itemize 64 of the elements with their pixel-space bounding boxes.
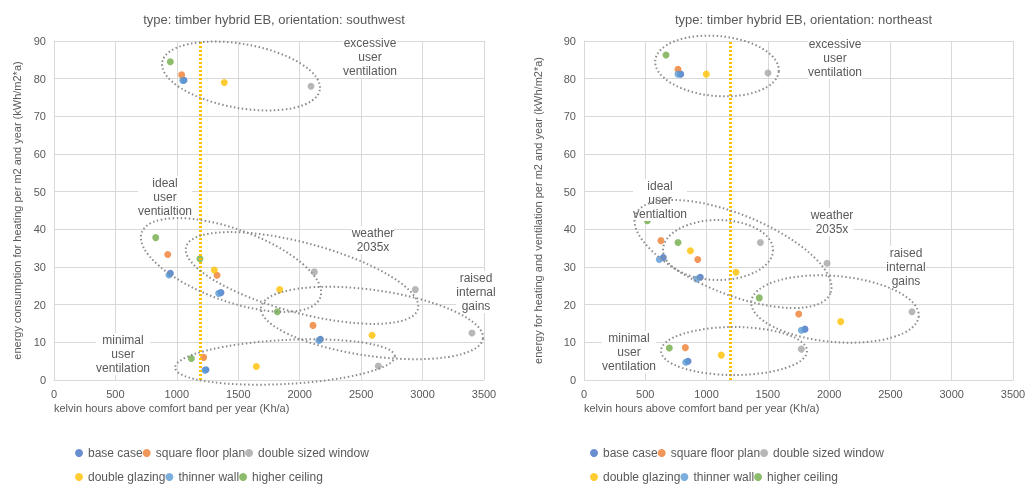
y-tick-label: 50: [563, 185, 576, 198]
y-axis-title: energy for heating and ventilation per m2 and year (kWh/m2*a): [531, 57, 544, 364]
y-tick-label: 40: [563, 223, 576, 236]
annotation: excessive user ventilation: [807, 37, 863, 79]
legend-label: higher ceiling: [252, 470, 323, 484]
y-tick-label: 80: [563, 72, 576, 85]
y-tick-label: 30: [33, 261, 46, 273]
x-tick-label: 500: [106, 387, 125, 400]
y-tick-label: 0: [569, 374, 576, 386]
y-tick-label: 70: [563, 110, 576, 123]
legend-label: thinner wall: [693, 470, 755, 484]
annotation: excessive user ventilation: [342, 36, 398, 78]
y-tick-label: 20: [33, 298, 46, 311]
legend-label: double glazing: [88, 470, 166, 484]
y-tick-label: 90: [33, 35, 46, 47]
x-tick-label: 2500: [878, 387, 903, 400]
x-tick-label: 3500: [1000, 387, 1026, 400]
y-tick-label: 10: [33, 336, 46, 349]
annotation: weather 2035x: [350, 226, 395, 254]
y-tick-label: 60: [33, 148, 46, 160]
x-tick-label: 3500: [471, 387, 497, 400]
y-tick-label: 80: [33, 72, 46, 85]
y-tick-label: 20: [563, 298, 576, 311]
y-tick-label: 90: [563, 35, 576, 47]
annotation: minimal user ventilation: [601, 331, 657, 373]
annotation: ideal user ventialtion: [137, 176, 193, 218]
x-tick-label: 0: [50, 387, 58, 400]
y-tick-label: 50: [33, 185, 46, 198]
y-axis-title: energy consumption for heating per m2 and year (kWh/m2*a): [11, 61, 24, 360]
annotation: raised internal gains: [886, 246, 926, 288]
legend-label: double glazing: [603, 470, 681, 484]
legend-label: base case: [603, 446, 659, 460]
legend-label: thinner wall: [178, 470, 240, 484]
x-tick-label: 2500: [348, 387, 374, 400]
legend-label: double sized window: [773, 446, 885, 460]
x-tick-label: 3000: [939, 387, 964, 400]
y-tick-label: 40: [33, 223, 46, 236]
x-axis-title: kelvin hours above comfort band per year (Kh/a): [54, 401, 290, 414]
x-axis-title: kelvin hours above comfort band per year (Kh/a): [584, 401, 820, 414]
annotation: ideal user ventialtion: [632, 179, 688, 221]
chart-title: type: timber hybrid EB, orientation: northeast: [674, 12, 933, 27]
x-tick-label: 1000: [694, 387, 719, 400]
y-tick-label: 10: [563, 336, 576, 349]
y-tick-label: 60: [563, 148, 576, 160]
x-tick-label: 2000: [287, 387, 312, 400]
y-tick-label: 70: [33, 110, 46, 123]
annotation: minimal user ventilation: [95, 333, 151, 375]
y-tick-label: 30: [563, 261, 576, 273]
x-tick-label: 1500: [226, 387, 251, 400]
legend-label: double sized window: [258, 446, 370, 460]
x-tick-label: 2000: [816, 387, 842, 400]
x-tick-label: 500: [636, 387, 655, 400]
x-tick-label: 0: [580, 387, 588, 400]
legend-label: square floor plan: [670, 446, 761, 460]
legend-label: higher ceiling: [767, 470, 838, 484]
legend-label: base case: [88, 446, 144, 460]
annotation: weather 2035x: [809, 208, 854, 236]
x-tick-label: 1000: [164, 387, 190, 400]
x-tick-label: 1500: [755, 387, 781, 400]
x-tick-label: 3000: [410, 387, 435, 400]
y-tick-label: 0: [39, 374, 46, 386]
legend-label: square floor plan: [155, 446, 246, 460]
annotation: raised internal gains: [456, 271, 496, 313]
chart-title: type: timber hybrid EB, orientation: southwest: [143, 12, 406, 27]
